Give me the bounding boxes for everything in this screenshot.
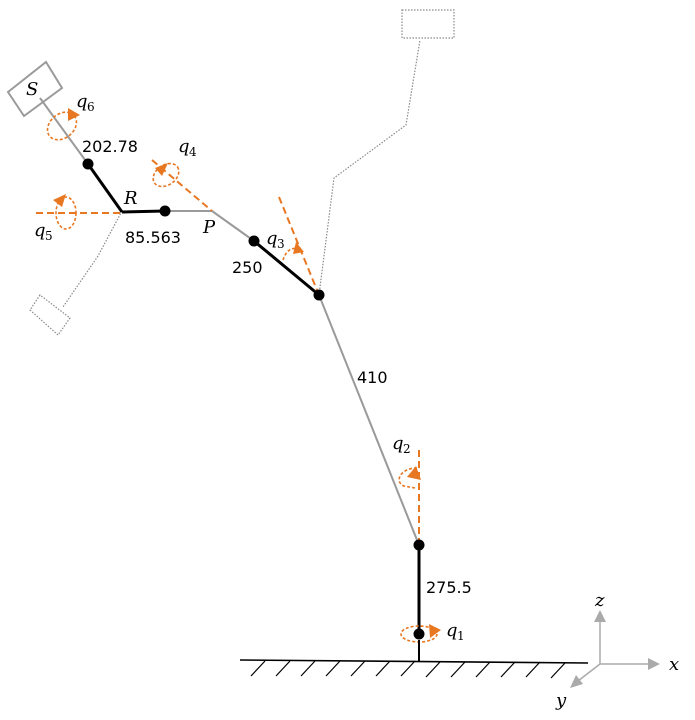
link-offset bbox=[121, 209, 166, 214]
ground-hatching bbox=[250, 660, 566, 679]
svg-text:q: q bbox=[178, 136, 190, 157]
ghost-arm-lower bbox=[29, 210, 123, 336]
axis-label-x: x bbox=[669, 654, 679, 675]
point-label-p: P bbox=[202, 217, 216, 238]
joint-1 bbox=[413, 628, 425, 640]
ground bbox=[239, 659, 589, 679]
point-label-s: S bbox=[26, 79, 38, 100]
link-upper-arm bbox=[318, 294, 420, 546]
link-length-250: 250 bbox=[232, 258, 263, 277]
svg-text:3: 3 bbox=[277, 237, 285, 251]
svg-text:2: 2 bbox=[403, 442, 411, 456]
link-wrist bbox=[86, 163, 124, 213]
q4-label: q 4 bbox=[178, 136, 197, 159]
joint-2 bbox=[413, 539, 425, 551]
link-forearm-extension bbox=[211, 210, 255, 242]
q4-rotation-icon bbox=[152, 162, 180, 188]
q6-rotation-icon bbox=[46, 108, 80, 141]
joint-3 bbox=[313, 289, 325, 301]
q5-label: q 5 bbox=[34, 220, 53, 243]
svg-text:6: 6 bbox=[87, 100, 95, 114]
joint-6 bbox=[82, 158, 94, 170]
ghost-arm-upper bbox=[318, 9, 455, 296]
coordinate-frame: z x y bbox=[555, 590, 679, 711]
q6-label: q 6 bbox=[76, 91, 95, 114]
link-tool bbox=[39, 97, 89, 165]
q3-label: q 3 bbox=[266, 228, 285, 251]
svg-text:q: q bbox=[34, 220, 46, 241]
q5-rotation-icon bbox=[53, 194, 77, 230]
link-length-85: 85.563 bbox=[125, 228, 181, 247]
link-length-275: 275.5 bbox=[426, 578, 472, 597]
joint-axes bbox=[36, 159, 420, 540]
link-forearm bbox=[253, 239, 320, 297]
link-length-410: 410 bbox=[357, 368, 388, 387]
link-length-202: 202.78 bbox=[82, 137, 138, 156]
svg-text:1: 1 bbox=[457, 629, 465, 643]
svg-text:4: 4 bbox=[189, 145, 197, 159]
svg-text:q: q bbox=[392, 433, 404, 454]
svg-text:5: 5 bbox=[45, 229, 53, 243]
robot-links bbox=[39, 97, 421, 634]
q3-rotation-icon bbox=[282, 242, 304, 261]
joints bbox=[82, 158, 425, 640]
q2-label: q 2 bbox=[392, 433, 411, 456]
joint-5 bbox=[159, 205, 171, 217]
svg-text:q: q bbox=[266, 228, 278, 249]
q1-label: q 1 bbox=[446, 620, 465, 643]
svg-text:q: q bbox=[446, 620, 458, 641]
q2-rotation-icon bbox=[398, 466, 421, 489]
svg-text:q: q bbox=[76, 91, 88, 112]
axis-label-z: z bbox=[594, 590, 605, 611]
end-effector bbox=[6, 60, 64, 118]
joint-4 bbox=[248, 235, 260, 247]
axis-label-y: y bbox=[555, 690, 567, 711]
point-label-r: R bbox=[123, 188, 138, 209]
q3-axis-ref bbox=[278, 196, 320, 296]
